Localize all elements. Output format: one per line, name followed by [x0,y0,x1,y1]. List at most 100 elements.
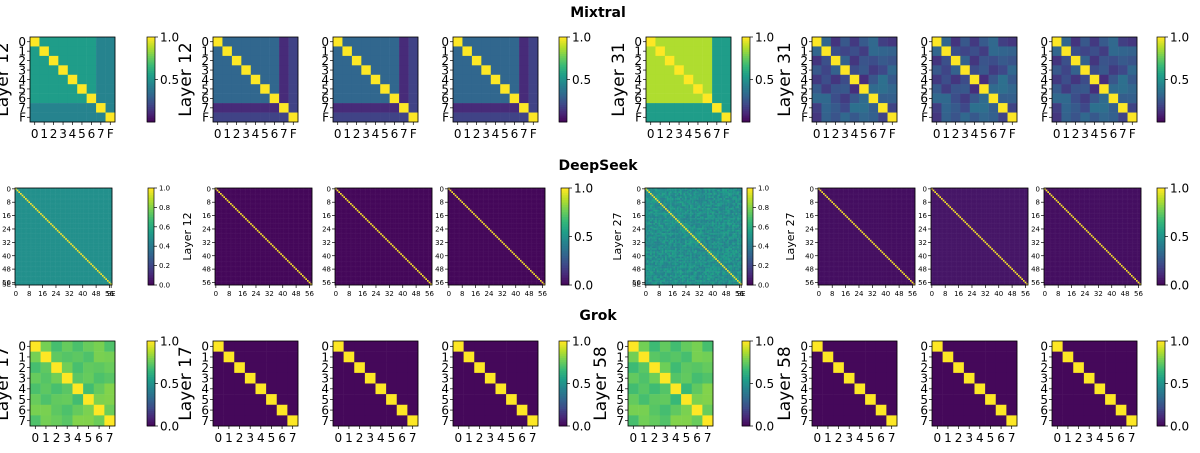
heatmap-cell [35,221,37,223]
heatmap-cell [840,75,850,85]
heatmap-cell [70,262,72,264]
heatmap-cell [87,237,89,239]
heatmap-cell [55,263,57,265]
heatmap-cell [38,203,40,205]
heatmap-cell [50,255,52,257]
heatmap-cell [213,84,223,94]
heatmap-cell [45,200,47,202]
heatmap-cell [64,248,66,250]
x-tick-label: 3 [675,127,683,141]
heatmap-cell [94,228,96,230]
heatmap-cell [109,245,111,247]
heatmap-cell [107,211,109,213]
heatmap-cell [25,191,27,193]
heatmap-cell [33,235,35,237]
heatmap-cell [43,238,45,240]
heatmap-cell [35,198,37,200]
heatmap-cell [82,260,84,262]
heatmap-cell [32,231,34,233]
heatmap-cell [20,218,22,220]
heatmap-cell [77,228,79,230]
heatmap-cell [655,37,665,47]
heatmap-cell [95,213,97,215]
heatmap-cell [69,195,71,197]
heatmap-cell [840,46,850,56]
heatmap-cell [97,213,99,215]
x-tick-label: 0 [454,127,462,141]
heatmap-cell [42,253,44,255]
heatmap-cell [22,215,24,217]
heatmap-cell [47,253,49,255]
heatmap-cell [23,247,25,249]
heatmap-cell [70,191,72,193]
heatmap-cell [65,190,67,192]
heatmap-cell [399,84,409,94]
heatmap-cell [25,223,27,225]
heatmap-cell [684,94,694,104]
heatmap-cell [90,198,92,200]
heatmap-cell [107,240,109,242]
heatmap-cell [75,245,77,247]
heatmap-cell [89,257,91,259]
heatmap-cell [37,243,39,245]
heatmap-cell [69,190,71,192]
heatmap-cell [42,226,44,228]
heatmap-cell [28,231,30,233]
heatmap-cell [87,257,89,259]
heatmap-cell [85,193,87,195]
heatmap-cell [85,215,87,217]
heatmap-cell [38,208,40,210]
heatmap-cell [22,265,24,267]
heatmap-cell [38,262,40,264]
heatmap-cell [32,218,34,220]
heatmap-cell [33,255,35,257]
heatmap-cell [97,257,99,259]
heatmap-cell [75,257,77,259]
heatmap-cell [53,216,55,218]
heatmap-cell [74,221,76,223]
heatmap-cell [79,238,81,240]
heatmap-cell [64,263,66,265]
heatmap-cell [97,237,99,239]
heatmap-cell [85,231,87,233]
heatmap-cell [77,200,79,202]
heatmap-cell [70,238,72,240]
heatmap-cell [43,228,45,230]
heatmap-cell [37,263,39,265]
heatmap-cell [60,237,62,239]
heatmap-cell [18,231,20,233]
heatmap-cell [32,190,34,192]
heatmap-cell [95,223,97,225]
heatmap-cell [65,225,67,227]
heatmap-cell [289,84,299,94]
heatmap-cell [812,113,822,123]
heatmap-cell [941,46,951,56]
heatmap-cell [37,238,39,240]
heatmap-cell [43,233,45,235]
heatmap-cell [49,56,59,66]
heatmap-cell [79,225,81,227]
heatmap-cell [90,253,92,255]
heatmap-cell [380,75,390,85]
heatmap-cell [102,200,104,202]
heatmap-cell [22,235,24,237]
heatmap-cell [65,203,67,205]
heatmap-cell [17,228,19,230]
heatmap-cell [75,255,77,257]
heatmap-cell [38,220,40,222]
heatmap-cell [84,247,86,249]
heatmap-cell [82,252,84,254]
heatmap-cell [99,258,101,260]
heatmap-cell [1099,103,1109,113]
heatmap-cell [69,208,71,210]
heatmap-cell [53,237,55,239]
heatmap-cell [850,103,860,113]
heatmap-cell [85,263,87,265]
heatmap-cell [45,221,47,223]
heatmap-cell [529,46,539,56]
heatmap-cell [1128,75,1138,85]
heatmap-cell [69,263,71,265]
heatmap-cell [232,56,242,66]
heatmap-cell [42,230,44,232]
heatmap-cell [27,206,29,208]
